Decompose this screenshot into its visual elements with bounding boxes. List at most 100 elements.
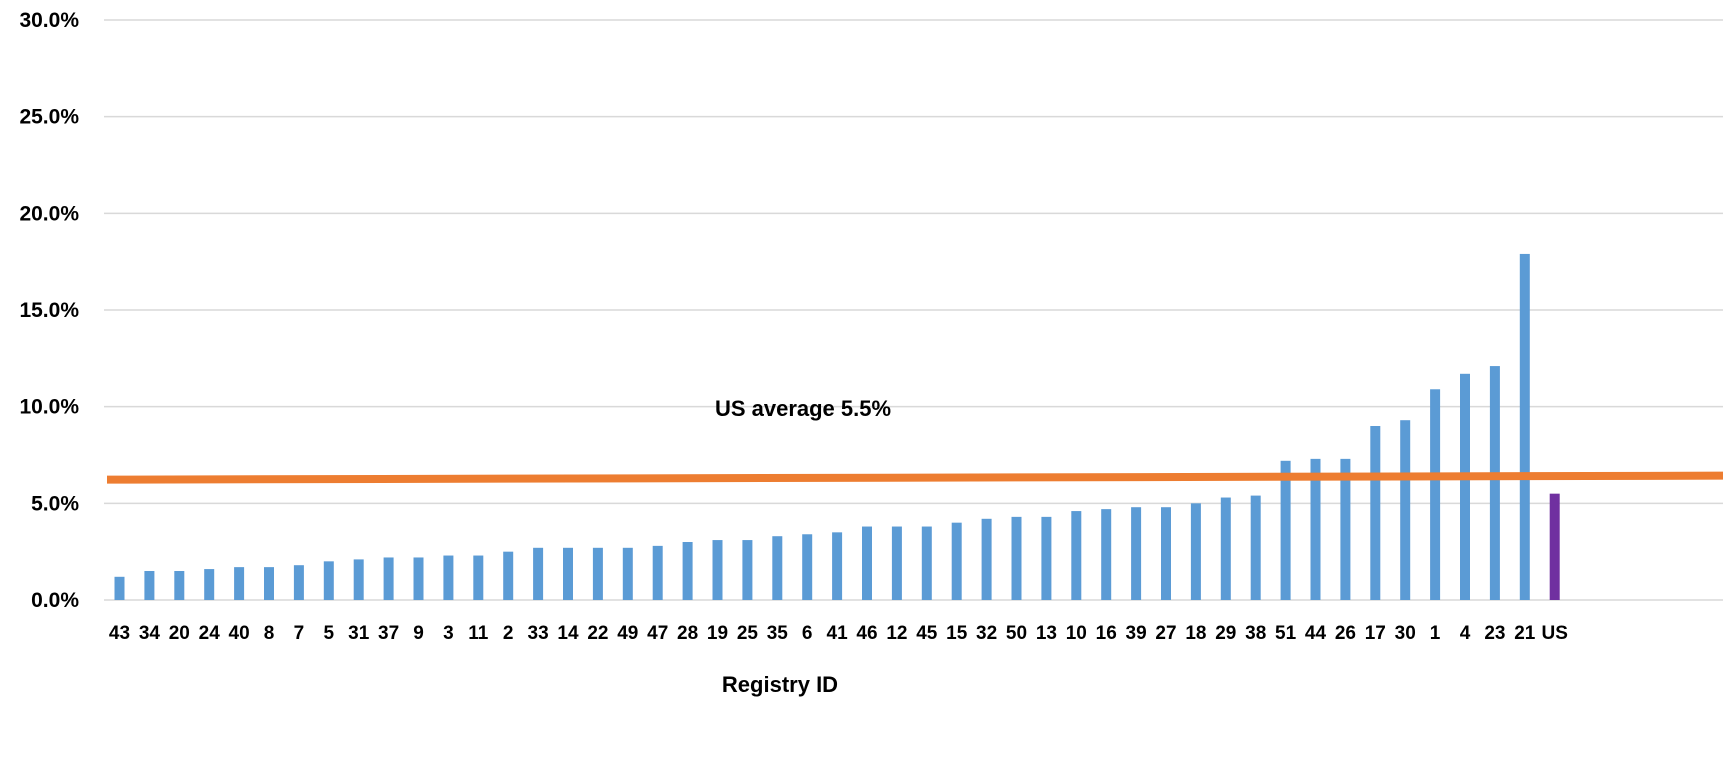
x-tick-label: 47 <box>647 623 668 644</box>
x-tick-label: 23 <box>1484 623 1505 644</box>
bar <box>443 555 454 600</box>
bar <box>951 522 962 600</box>
x-tick-label: 8 <box>264 623 275 644</box>
bar <box>1400 420 1411 600</box>
x-tick-label: 28 <box>677 623 698 644</box>
x-tick-label: 12 <box>886 623 907 644</box>
x-tick-label: 18 <box>1185 623 1206 644</box>
x-tick-label: 24 <box>199 623 221 644</box>
y-tick-label: 5.0% <box>31 492 79 515</box>
x-tick-label: 39 <box>1126 623 1147 644</box>
x-tick-label: 5 <box>324 623 335 644</box>
x-tick-label: 21 <box>1514 623 1536 644</box>
bar <box>1280 460 1291 600</box>
x-tick-label: 30 <box>1395 623 1416 644</box>
bar <box>1101 509 1112 600</box>
bar <box>921 526 932 600</box>
y-tick-label: 0.0% <box>31 589 79 612</box>
x-tick-label: 10 <box>1066 623 1087 644</box>
x-tick-label: 16 <box>1096 623 1117 644</box>
bar <box>323 561 334 600</box>
x-tick-label: 32 <box>976 623 997 644</box>
bar <box>1460 373 1470 600</box>
x-tick-label: 22 <box>587 623 608 644</box>
bar <box>293 565 304 600</box>
bar <box>533 547 544 600</box>
bar <box>264 567 274 600</box>
bar <box>742 540 753 600</box>
bar <box>652 545 663 600</box>
bar <box>563 547 573 600</box>
x-tick-label: 14 <box>557 623 579 644</box>
x-tick-label: 40 <box>229 623 250 644</box>
y-tick-label: 15.0% <box>19 299 79 322</box>
x-tick-label: 46 <box>856 623 877 644</box>
x-tick-label: 27 <box>1155 623 1176 644</box>
x-tick-label: 1 <box>1430 623 1441 644</box>
bar <box>1489 366 1500 600</box>
bar <box>234 567 245 600</box>
x-tick-label: 2 <box>503 623 514 644</box>
average-line-group: US average 5.5% <box>106 396 1723 484</box>
x-tick-label: 33 <box>528 623 549 644</box>
x-tick-label: 9 <box>413 623 424 644</box>
bar <box>891 526 902 600</box>
gridlines <box>104 19 1723 601</box>
bar <box>1250 495 1261 600</box>
bar <box>1220 497 1231 600</box>
x-tick-label: 20 <box>169 623 190 644</box>
y-tick-label: 25.0% <box>19 106 79 129</box>
bar <box>204 569 215 600</box>
x-tick-label: 19 <box>707 623 728 644</box>
x-tick-label: 17 <box>1365 623 1386 644</box>
x-tick-label: 35 <box>767 623 789 644</box>
bar <box>772 536 783 600</box>
x-tick-label: 25 <box>737 623 759 644</box>
x-tick-label: 15 <box>946 623 968 644</box>
bar <box>1190 503 1201 600</box>
x-tick-label: 41 <box>827 623 849 644</box>
bar <box>1519 253 1530 600</box>
bar <box>1161 507 1171 600</box>
x-tick-label: 38 <box>1245 623 1266 644</box>
x-axis-title: Registry ID <box>722 672 838 697</box>
x-tick-label: 3 <box>443 623 454 644</box>
bar <box>981 518 992 600</box>
x-tick-label: 34 <box>139 623 161 644</box>
y-axis-ticks: 0.0% 5.0% 10.0% 15.0% 20.0% 25.0% 30.0% <box>19 9 79 612</box>
bar <box>1071 511 1082 600</box>
bar <box>383 557 394 600</box>
x-tick-label: US <box>1541 623 1567 644</box>
bar <box>682 542 693 600</box>
bar <box>802 534 813 600</box>
x-tick-label: 37 <box>378 623 399 644</box>
y-tick-label: 10.0% <box>19 396 79 419</box>
bars <box>114 253 1560 600</box>
x-tick-label: 6 <box>802 623 813 644</box>
bar <box>832 532 843 600</box>
y-tick-label: 30.0% <box>19 9 79 32</box>
bar <box>1370 426 1381 600</box>
bar <box>712 540 723 600</box>
bar <box>862 526 872 600</box>
bar <box>622 547 633 600</box>
x-tick-label: 49 <box>617 623 638 644</box>
bar <box>1011 516 1022 600</box>
bar <box>1131 507 1142 600</box>
x-tick-label: 43 <box>109 623 130 644</box>
x-tick-label: 29 <box>1215 623 1236 644</box>
x-tick-label: 50 <box>1006 623 1027 644</box>
x-tick-label: 4 <box>1460 623 1471 644</box>
bar <box>592 547 603 600</box>
bar <box>413 557 424 600</box>
average-line <box>106 471 1723 484</box>
bar <box>1340 458 1351 600</box>
x-tick-label: 26 <box>1335 623 1356 644</box>
bar <box>473 555 484 600</box>
bar <box>1430 389 1441 600</box>
bar <box>1041 516 1052 600</box>
x-tick-label: 13 <box>1036 623 1057 644</box>
bar <box>1310 458 1321 600</box>
x-tick-label: 7 <box>294 623 305 644</box>
